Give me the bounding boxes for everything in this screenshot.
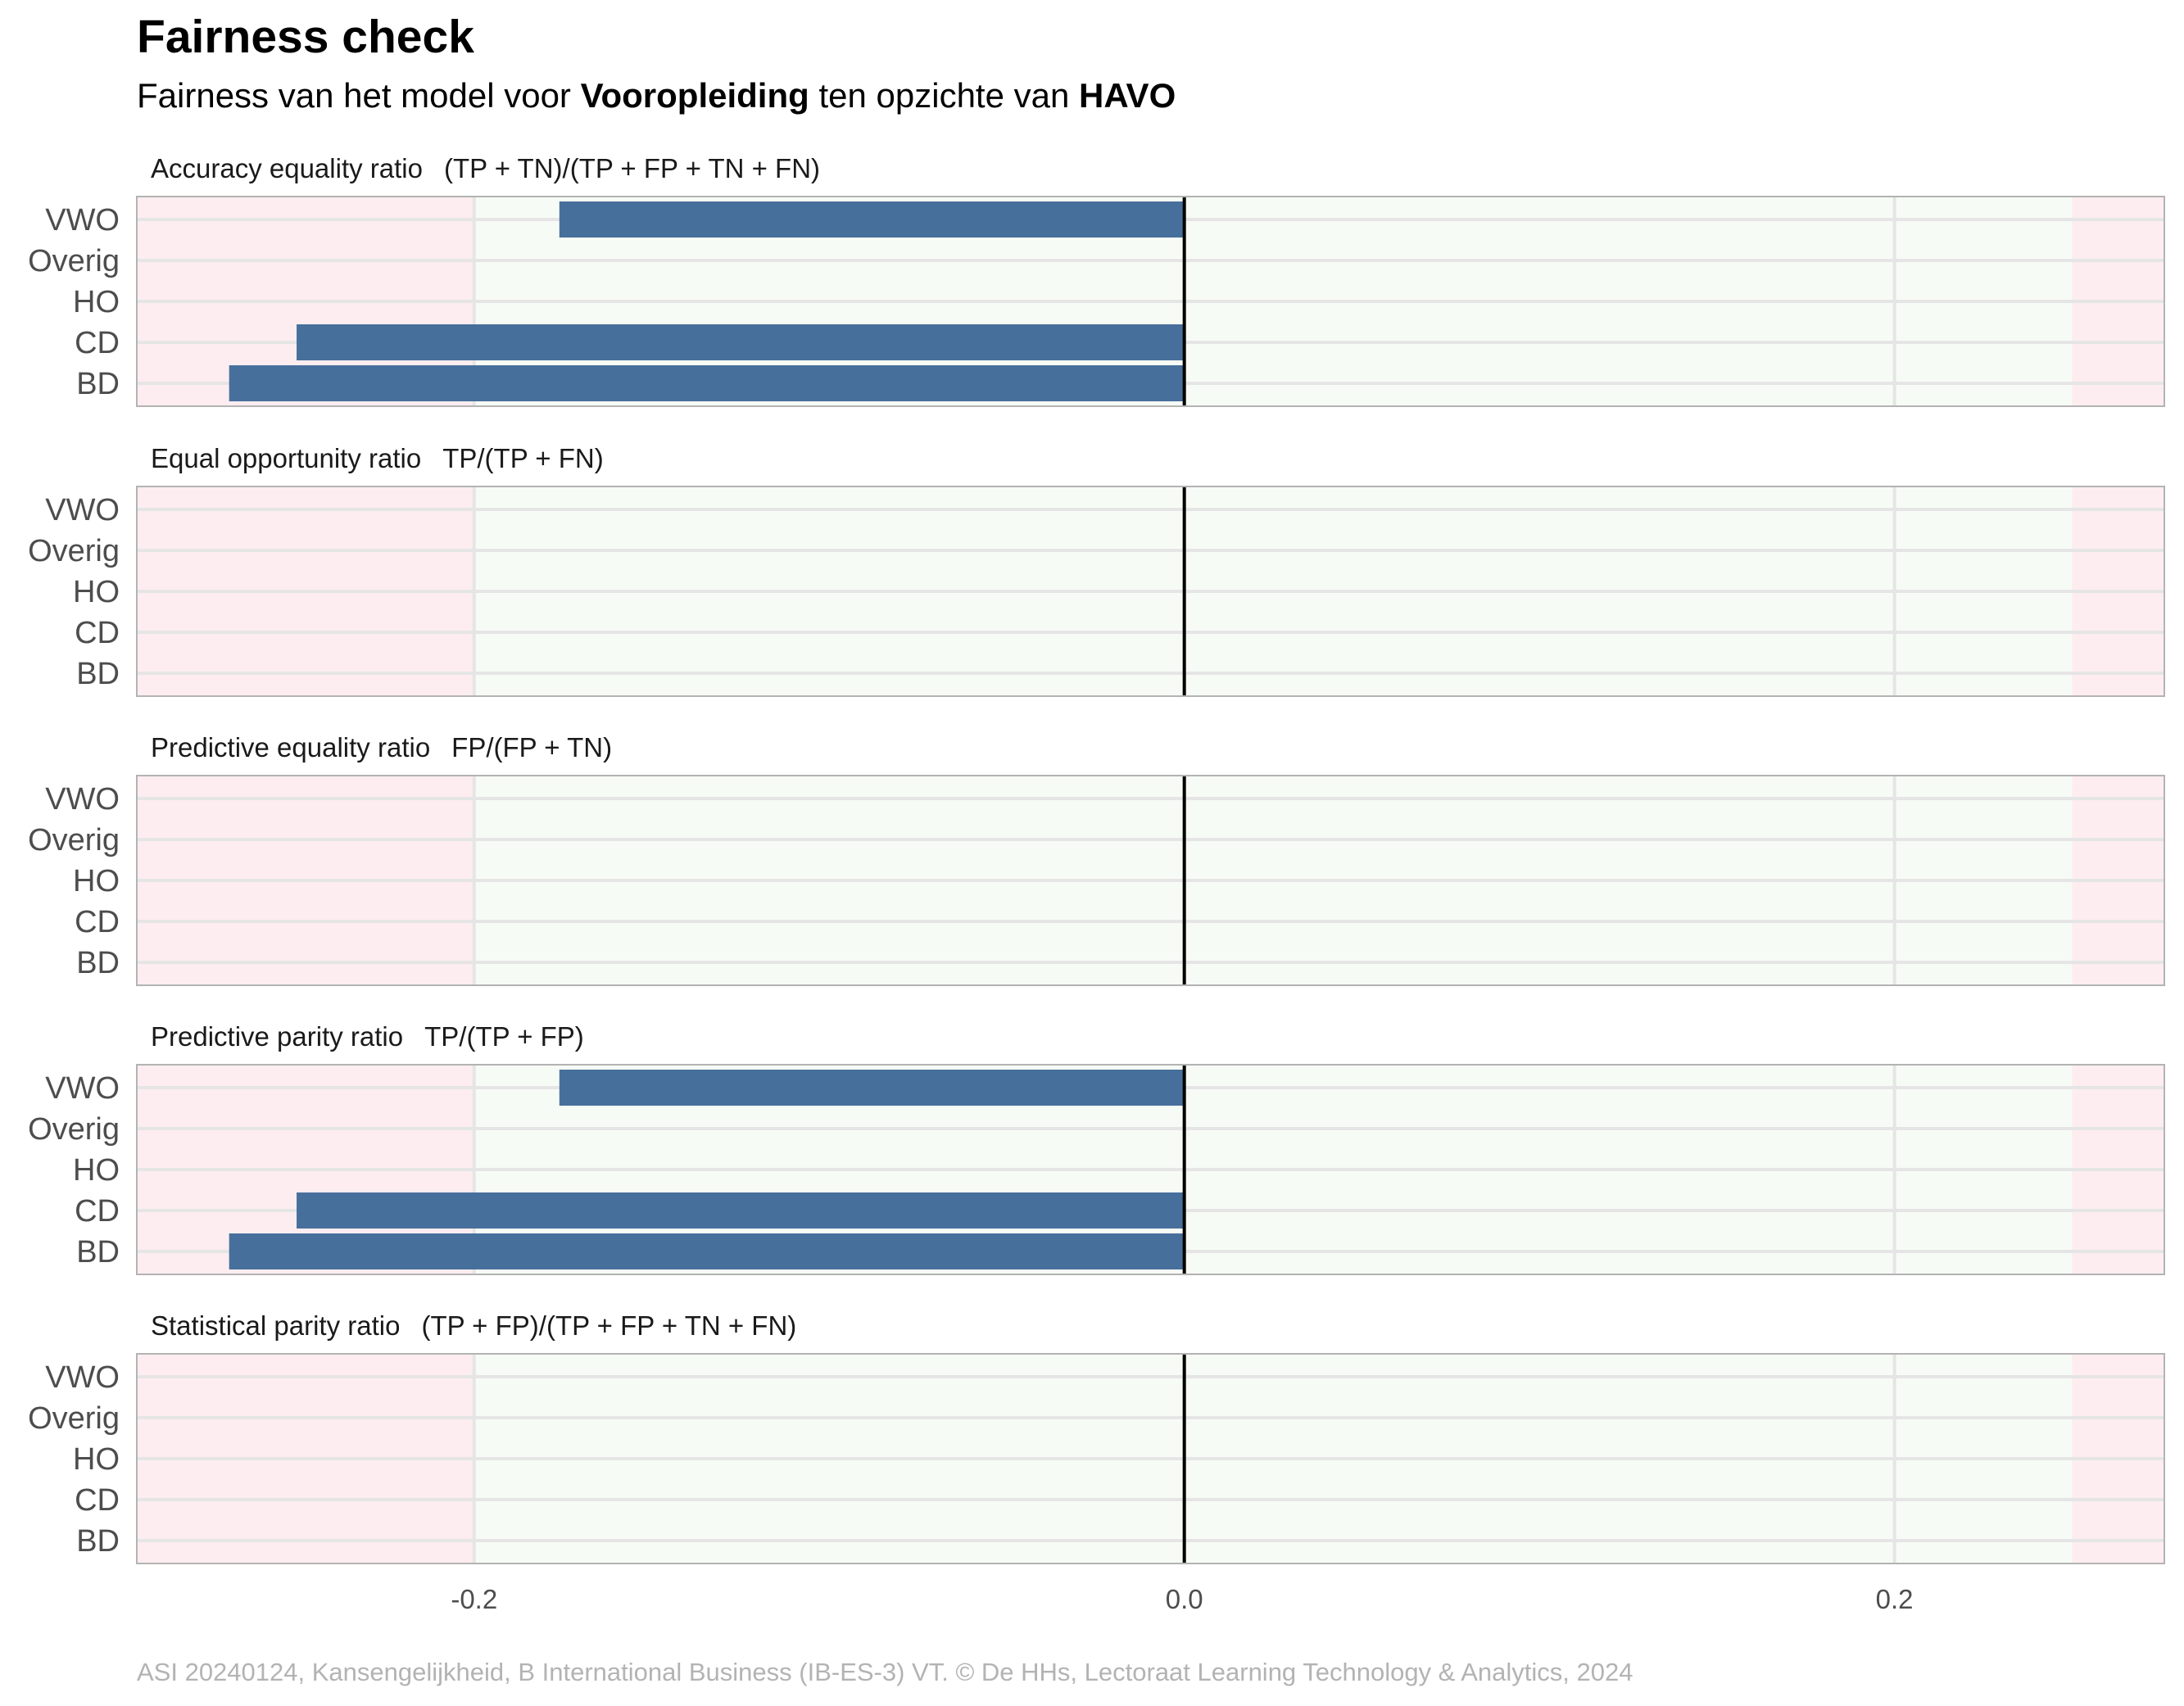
y-tick-label: VWO (45, 1071, 120, 1106)
y-tick-label: Overig (28, 244, 120, 278)
y-tick-label: CD (75, 1194, 120, 1229)
subtitle-prefix: Fairness van het model voor (137, 76, 581, 115)
bar-vwo (559, 1070, 1185, 1106)
panel-2: Equal opportunity ratio TP/(TP + FN) VWO Ov… (28, 443, 2165, 697)
y-tick-label: BD (76, 367, 120, 401)
bar-cd (297, 1192, 1185, 1229)
y-tick-label: VWO (45, 1360, 120, 1395)
panel-strip-title: Predictive parity ratio TP/(TP + FP) (151, 1021, 584, 1052)
x-tick-label: -0.2 (451, 1584, 497, 1614)
y-tick-label: BD (76, 1524, 120, 1559)
panel-strip-title: Equal opportunity ratio TP/(TP + FN) (151, 443, 604, 473)
panel-border (136, 196, 2165, 407)
y-tick-label: HO (73, 1153, 120, 1188)
panel-border (136, 1064, 2165, 1275)
y-tick-label: VWO (45, 782, 120, 817)
y-tick-label: Overig (28, 1401, 120, 1436)
panel-formula: (TP + FP)/(TP + FP + TN + FN) (421, 1310, 796, 1341)
subtitle-middle: ten opzichte van (809, 76, 1080, 115)
chart-title: Fairness check (137, 11, 474, 63)
panel-formula: FP/(FP + TN) (451, 732, 612, 762)
y-tick-label: CD (75, 326, 120, 360)
y-tick-label: BD (76, 946, 120, 980)
panel-strip-title: Predictive equality ratio FP/(FP + TN) (151, 732, 612, 762)
panel-strip-title: Accuracy equality ratio (TP + TN)/(TP + F… (151, 153, 820, 183)
y-tick-label: HO (73, 285, 120, 319)
panel-3: Predictive equality ratio FP/(FP + TN) VWO… (28, 732, 2165, 986)
panel-5: Statistical parity ratio (TP + FP)/(TP + … (28, 1310, 2165, 1564)
panel-border (136, 1353, 2165, 1564)
panel-title: Predictive parity ratio (151, 1021, 403, 1052)
subtitle-variable: Vooropleiding (580, 76, 809, 115)
panel-title: Statistical parity ratio (151, 1310, 400, 1341)
y-tick-label: CD (75, 905, 120, 939)
panel-formula: TP/(TP + FN) (442, 443, 604, 473)
panel-border (136, 775, 2165, 986)
y-tick-label: Overig (28, 823, 120, 858)
y-tick-label: CD (75, 1483, 120, 1518)
panel-title: Equal opportunity ratio (151, 443, 421, 473)
y-tick-label: BD (76, 1235, 120, 1269)
y-tick-label: Overig (28, 1112, 120, 1147)
y-tick-label: VWO (45, 203, 120, 238)
y-tick-label: CD (75, 616, 120, 650)
panel-1: Accuracy equality ratio (TP + TN)/(TP + F… (28, 153, 2165, 407)
bar-bd (229, 1233, 1185, 1269)
bar-bd (229, 365, 1185, 401)
y-tick-label: Overig (28, 534, 120, 568)
y-tick-label: HO (73, 864, 120, 898)
y-tick-label: VWO (45, 493, 120, 527)
panel-strip-title: Statistical parity ratio (TP + FP)/(TP + … (151, 1310, 796, 1341)
panel-formula: TP/(TP + FP) (424, 1021, 584, 1052)
panel-formula: (TP + TN)/(TP + FP + TN + FN) (444, 153, 820, 183)
panel-title: Accuracy equality ratio (151, 153, 423, 183)
y-tick-label: BD (76, 657, 120, 691)
y-tick-label: HO (73, 1442, 120, 1477)
chart-caption: ASI 20240124, Kansengelijkheid, B Intern… (137, 1658, 1633, 1686)
x-tick-label: 0.2 (1876, 1584, 1914, 1614)
bar-vwo (559, 201, 1185, 238)
bar-cd (297, 324, 1185, 360)
panel-4: Predictive parity ratio TP/(TP + FP) VWO Ov… (28, 1021, 2165, 1275)
panel-title: Predictive equality ratio (151, 732, 430, 762)
chart-subtitle: Fairness van het model voor Vooropleidin… (137, 72, 1176, 120)
x-tick-label: 0.0 (1166, 1584, 1203, 1614)
panel-border (136, 486, 2165, 697)
y-tick-label: HO (73, 575, 120, 609)
subtitle-reference: HAVO (1079, 76, 1176, 115)
